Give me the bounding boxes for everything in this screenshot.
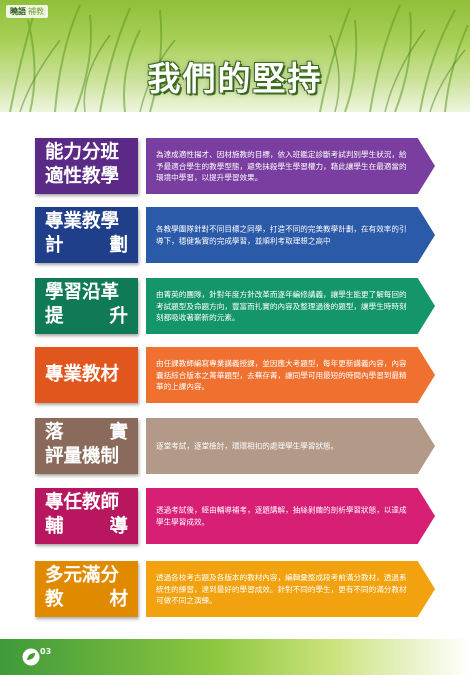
page-number: 03 xyxy=(40,647,52,656)
grass-background xyxy=(9,4,469,112)
feature-arrow: 透過各校考古題及各版本的教材內容，編輯彙整成段考前滿分教材，透過系統性的練習，達… xyxy=(146,561,435,617)
page-title: 我們的堅持 xyxy=(147,59,323,98)
feature-row: 專業教材 由任課教師編寫專業講義授課，並因應大考題型，每年更新講義內容，內容囊括綜… xyxy=(35,347,435,403)
feature-label-line: 專任教師 xyxy=(45,492,120,513)
feature-description: 透過各校考古題及各版本的教材內容，編輯彙整成段考前滿分教材，透過系統性的練習，達… xyxy=(156,572,407,605)
feature-description: 逐堂考試，逐堂檢討，環環相扣的處理學生學習狀態。 xyxy=(156,441,339,451)
feature-label-line: 專業教學 xyxy=(45,211,120,232)
feature-description: 為達成適性揚才、因材施教的目標，依入班鑑定診斷考試判別學生狀況，給予最適合學生的… xyxy=(156,149,407,182)
feature-arrow: 逐堂考試，逐堂檢討，環環相扣的處理學生學習狀態。 xyxy=(146,418,435,474)
feature-row: 落實評量機制 逐堂考試，逐堂檢討，環環相扣的處理學生學習狀態。 xyxy=(35,418,435,474)
logo-main: 曉語 xyxy=(10,7,26,16)
feature-description: 各教學團隊針對不同目標之同學，打造不同的完美教學計劃，在有效率的引導下，穩健紮實… xyxy=(156,224,407,246)
feature-label-line: 教材 xyxy=(45,589,128,610)
feature-label: 多元滿分教材 xyxy=(35,561,138,617)
feature-label: 落實評量機制 xyxy=(35,418,138,474)
feature-label-line: 學習沿革 xyxy=(45,282,120,303)
feature-row: 專業教學計劃各教學團隊針對不同目標之同學，打造不同的完美教學計劃，在有效率的引導… xyxy=(35,207,435,263)
feature-row: 學習沿革提升由菁英的團隊，針對年度方針改革而逐年編修講義，讓學生能更了解每回的考… xyxy=(35,278,435,334)
leaf-icon xyxy=(22,648,40,666)
feature-label-line: 能力分班 xyxy=(45,142,120,163)
footer-bar: 03 xyxy=(0,639,470,675)
feature-row: 專任教師輔導透過考試後，經由輔導補考，逐題講解，抽絲剝繭的剖析學習狀態，以達成學… xyxy=(35,488,435,544)
header-banner: 曉語 補教 我們的堅持 xyxy=(0,0,470,112)
feature-label: 專任教師輔導 xyxy=(35,488,138,544)
brand-logo: 曉語 補教 xyxy=(6,5,48,18)
feature-description: 由任課教師編寫專業講義授課，並因應大考題型，每年更新講義內容，內容囊括綜合版本之… xyxy=(156,358,407,391)
feature-label-line: 適性教學 xyxy=(45,166,120,187)
feature-arrow: 各教學團隊針對不同目標之同學，打造不同的完美教學計劃，在有效率的引導下，穩健紮實… xyxy=(146,207,435,263)
feature-arrow: 透過考試後，經由輔導補考，逐題講解，抽絲剝繭的剖析學習狀態，以達成學生學習成效。 xyxy=(146,488,435,544)
feature-label-line: 提升 xyxy=(45,306,128,327)
feature-label: 學習沿革提升 xyxy=(35,278,138,334)
feature-arrow: 由任課教師編寫專業講義授課，並因應大考題型，每年更新講義內容，內容囊括綜合版本之… xyxy=(146,347,435,403)
feature-label-line: 評量機制 xyxy=(45,446,120,467)
feature-label: 專業教學計劃 xyxy=(35,207,138,263)
feature-label-line: 多元滿分 xyxy=(45,565,120,586)
feature-label-line: 輔導 xyxy=(45,516,128,537)
feature-label: 專業教材 xyxy=(35,347,138,403)
feature-label-line: 計劃 xyxy=(45,235,128,256)
feature-arrow: 由菁英的團隊，針對年度方針改革而逐年編修講義，讓學生能更了解每回的考試題型及命題… xyxy=(146,278,435,334)
feature-arrow: 為達成適性揚才、因材施教的目標，依入班鑑定診斷考試判別學生狀況，給予最適合學生的… xyxy=(146,138,435,194)
feature-label: 能力分班 適性教學 xyxy=(35,138,138,194)
feature-label-line: 落實 xyxy=(45,422,128,443)
feature-row: 多元滿分教材透過各校考古題及各版本的教材內容，編輯彙整成段考前滿分教材，透過系統… xyxy=(35,561,435,617)
feature-row: 能力分班 適性教學 為達成適性揚才、因材施教的目標，依入班鑑定診斷考試判別學生狀況，… xyxy=(35,138,435,194)
feature-label-line: 專業教材 xyxy=(45,364,120,385)
feature-description: 由菁英的團隊，針對年度方針改革而逐年編修講義，讓學生能更了解每回的考試題型及命題… xyxy=(156,289,407,322)
feature-description: 透過考試後，經由輔導補考，逐題講解，抽絲剝繭的剖析學習狀態，以達成學生學習成效。 xyxy=(156,505,407,527)
logo-sub: 補教 xyxy=(28,7,44,16)
